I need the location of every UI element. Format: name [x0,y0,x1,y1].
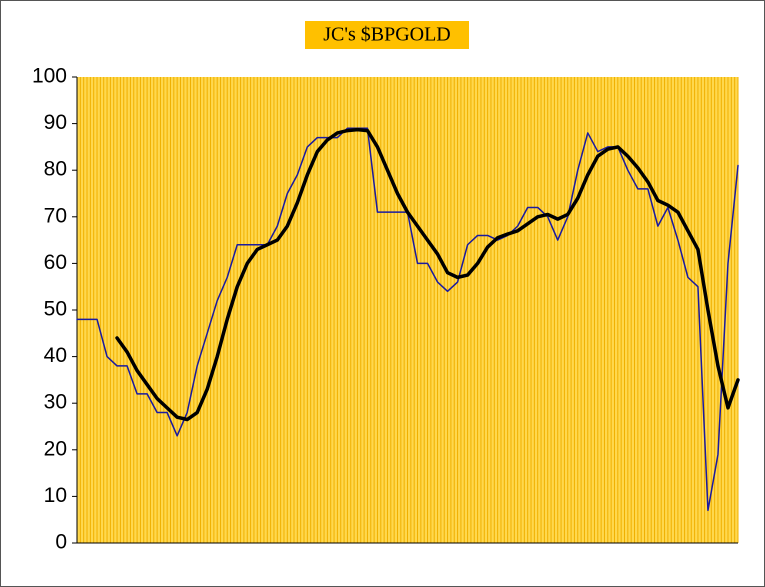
y-tick-label: 10 [44,484,67,507]
y-tick-label: 0 [55,531,67,554]
y-tick-label: 100 [32,65,67,88]
series-line [115,127,740,422]
y-tick-label: 30 [44,391,67,414]
y-tick-label: 20 [44,437,67,460]
chart-title: JC's $BPGOLD [323,24,451,46]
y-tick-label: 60 [44,251,67,274]
y-tick-label: 90 [44,111,67,134]
y-tick-label: 40 [44,344,67,367]
y-tick-label: 70 [44,204,67,227]
plot-area [76,77,739,543]
y-tick-label: 80 [44,158,67,181]
y-tick-label: 50 [44,298,67,321]
title-box [305,21,469,49]
